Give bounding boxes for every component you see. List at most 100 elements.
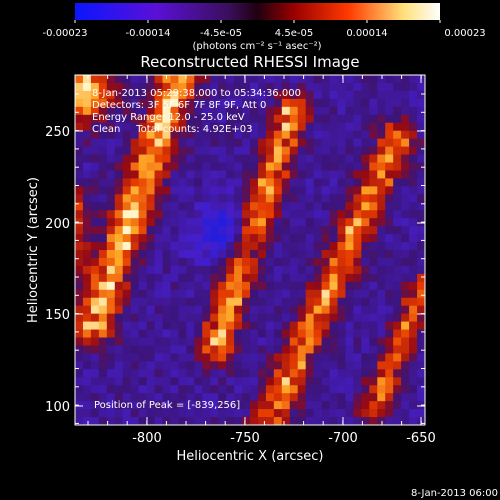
image-pixel bbox=[162, 210, 172, 219]
image-pixel bbox=[337, 234, 347, 243]
image-pixel bbox=[234, 337, 243, 347]
image-pixel bbox=[393, 90, 402, 100]
image-pixel bbox=[202, 122, 211, 132]
image-pixel bbox=[250, 337, 259, 347]
image-pixel bbox=[321, 75, 331, 84]
image-pixel bbox=[401, 345, 410, 355]
image-pixel bbox=[265, 82, 275, 92]
image-pixel bbox=[202, 90, 211, 100]
image-pixel bbox=[162, 377, 172, 386]
image-pixel bbox=[194, 130, 203, 140]
image-pixel bbox=[345, 369, 355, 378]
image-pixel bbox=[265, 313, 275, 323]
image-pixel bbox=[210, 146, 219, 156]
image-pixel bbox=[202, 313, 211, 323]
image-pixel bbox=[98, 114, 108, 124]
image-pixel bbox=[401, 313, 410, 323]
image-pixel bbox=[273, 90, 283, 100]
image-pixel bbox=[265, 122, 275, 132]
image-pixel bbox=[393, 385, 402, 394]
image-pixel bbox=[281, 361, 291, 370]
image-pixel bbox=[82, 202, 92, 211]
image-pixel bbox=[210, 202, 219, 211]
image-pixel bbox=[273, 186, 283, 195]
image-pixel bbox=[250, 226, 259, 235]
image-pixel bbox=[138, 393, 148, 402]
image-pixel bbox=[114, 385, 124, 394]
image-pixel bbox=[353, 250, 362, 259]
image-pixel bbox=[146, 297, 156, 307]
image-pixel bbox=[106, 385, 116, 394]
image-pixel bbox=[202, 361, 211, 370]
image-pixel bbox=[321, 186, 331, 195]
image-pixel bbox=[321, 305, 331, 315]
image-pixel bbox=[178, 162, 187, 172]
image-pixel bbox=[234, 361, 243, 370]
image-pixel bbox=[90, 257, 100, 267]
image-pixel bbox=[130, 393, 140, 402]
image-pixel bbox=[75, 329, 84, 339]
image-pixel bbox=[242, 385, 251, 394]
image-pixel bbox=[353, 234, 362, 243]
image-pixel bbox=[98, 202, 108, 211]
image-pixel bbox=[178, 297, 187, 307]
image-pixel bbox=[305, 417, 315, 425]
image-pixel bbox=[194, 242, 203, 251]
image-pixel bbox=[226, 377, 235, 386]
image-pixel bbox=[226, 345, 235, 355]
image-pixel bbox=[265, 178, 275, 187]
image-pixel bbox=[297, 106, 307, 116]
image-pixel bbox=[265, 337, 275, 347]
image-pixel bbox=[361, 90, 370, 100]
image-pixel bbox=[186, 297, 195, 307]
image-pixel bbox=[226, 138, 235, 148]
image-pixel bbox=[417, 265, 425, 275]
image-pixel bbox=[377, 154, 386, 164]
image-pixel bbox=[417, 202, 425, 211]
image-pixel bbox=[353, 393, 362, 402]
image-pixel bbox=[289, 114, 299, 124]
image-pixel bbox=[257, 393, 267, 402]
image-pixel bbox=[170, 162, 180, 172]
image-pixel bbox=[122, 250, 132, 259]
image-pixel bbox=[122, 170, 132, 180]
image-pixel bbox=[369, 138, 378, 148]
image-pixel bbox=[90, 393, 100, 402]
image-pixel bbox=[321, 281, 331, 291]
image-pixel bbox=[114, 337, 124, 347]
image-pixel bbox=[417, 257, 425, 267]
image-pixel bbox=[305, 130, 315, 140]
image-pixel bbox=[154, 75, 164, 84]
image-pixel bbox=[130, 130, 140, 140]
image-pixel bbox=[353, 297, 362, 307]
image-pixel bbox=[250, 178, 259, 187]
image-pixel bbox=[281, 377, 291, 386]
image-pixel bbox=[273, 281, 283, 291]
image-pixel bbox=[98, 345, 108, 355]
image-pixel bbox=[242, 170, 251, 180]
image-pixel bbox=[297, 242, 307, 251]
image-pixel bbox=[186, 186, 195, 195]
image-pixel bbox=[353, 305, 362, 315]
image-pixel bbox=[154, 90, 164, 100]
image-pixel bbox=[82, 273, 92, 283]
image-pixel bbox=[361, 313, 370, 323]
image-pixel bbox=[82, 385, 92, 394]
image-pixel bbox=[385, 313, 394, 323]
image-pixel bbox=[329, 210, 339, 219]
image-pixel bbox=[369, 90, 378, 100]
image-pixel bbox=[417, 170, 425, 180]
image-pixel bbox=[90, 289, 100, 299]
image-pixel bbox=[361, 305, 370, 315]
image-pixel bbox=[75, 321, 84, 331]
image-pixel bbox=[417, 393, 425, 402]
image-pixel bbox=[114, 401, 124, 410]
image-pixel bbox=[186, 130, 195, 140]
image-pixel bbox=[242, 321, 251, 331]
image-pixel bbox=[75, 194, 84, 203]
image-pixel bbox=[170, 313, 180, 323]
image-pixel bbox=[305, 114, 315, 124]
image-pixel bbox=[289, 170, 299, 180]
image-pixel bbox=[281, 82, 291, 92]
